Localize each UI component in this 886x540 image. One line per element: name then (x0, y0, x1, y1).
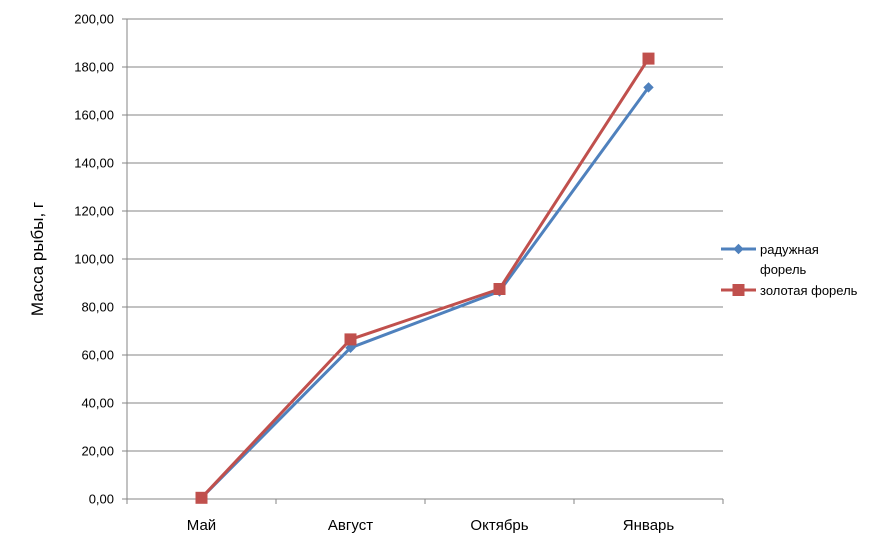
y-tick-label: 140,00 (74, 156, 114, 171)
gridlines (122, 18, 723, 500)
y-tick-label: 0,00 (89, 492, 114, 507)
y-tick-labels: 0,00 20,00 40,00 60,00 80,00 100,00 120,00 140,… (74, 12, 114, 507)
axes (126, 19, 724, 504)
legend-marker (732, 284, 745, 296)
legend-item-1: радужная форель (721, 242, 819, 277)
data-point (642, 52, 655, 65)
series-2 (195, 52, 655, 504)
y-tick-label: 40,00 (81, 396, 114, 411)
x-tick-label: Январь (623, 517, 675, 534)
legend-marker (733, 243, 744, 255)
legend-label: золотая форель (760, 283, 858, 298)
y-tick-label: 60,00 (81, 348, 114, 363)
legend-label: радужная (760, 242, 819, 257)
data-point (344, 333, 357, 346)
data-point (643, 82, 654, 93)
series-group (195, 52, 655, 504)
x-tick-label: Август (328, 517, 373, 534)
y-tick-label: 80,00 (81, 300, 114, 315)
y-tick-label: 200,00 (74, 12, 114, 27)
data-point (493, 283, 506, 295)
y-tick-label: 20,00 (81, 444, 114, 459)
series-line (200, 86, 650, 499)
series-line (200, 57, 650, 499)
y-axis-label: Масса рыбы, г (28, 202, 47, 316)
y-tick-label: 100,00 (74, 252, 114, 267)
series-1 (196, 82, 654, 504)
x-tick-label: Октябрь (470, 517, 528, 534)
x-tick-labels: Май Август Октябрь Январь (187, 517, 675, 534)
legend: радужная форель золотая форель (721, 242, 858, 298)
legend-item-2: золотая форель (721, 283, 858, 298)
legend-label: форель (760, 262, 807, 277)
y-tick-label: 120,00 (74, 204, 114, 219)
y-tick-label: 160,00 (74, 108, 114, 123)
data-point (345, 342, 356, 354)
x-tick-label: Май (187, 517, 216, 534)
data-point (195, 491, 208, 504)
y-tick-label: 180,00 (74, 60, 114, 75)
